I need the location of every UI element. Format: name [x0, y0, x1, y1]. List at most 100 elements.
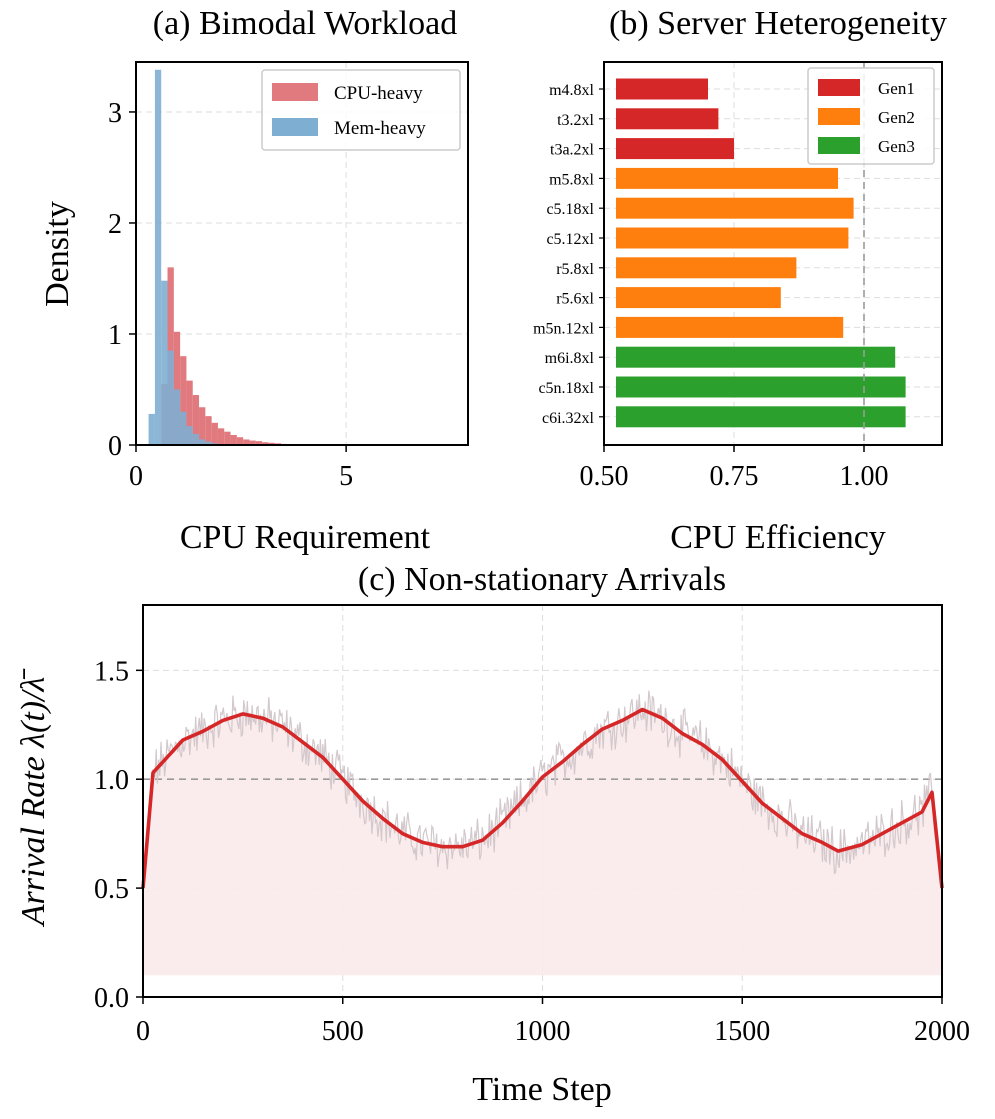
- bar-m5.8xl: [616, 167, 838, 189]
- panel-c-y-ticks: 0.0 0.5 1.0 1.5: [94, 656, 143, 1014]
- category-label: r5.6xl: [556, 291, 594, 308]
- legend-swatch-mem-heavy: [272, 118, 318, 136]
- panel-a-frame: [135, 61, 469, 446]
- legend-swatch-cpu-heavy: [272, 83, 318, 101]
- legend-swatch-gen2: [818, 108, 860, 125]
- category-label: c5.18xl: [546, 201, 594, 218]
- panel-a-legend: CPU-heavy Mem-heavy: [261, 69, 461, 151]
- bar-r5.6xl: [616, 287, 781, 309]
- panel-c-x-label: Time Step: [472, 1071, 612, 1108]
- x-tick-label: 5: [339, 461, 353, 492]
- category-label: t3.2xl: [557, 112, 594, 129]
- legend-label-mem-heavy: Mem-heavy: [334, 118, 426, 139]
- bar-t3a.2xl: [616, 138, 734, 160]
- x-tick-label: 0.75: [710, 461, 759, 492]
- x-tick-label: 0: [136, 1016, 150, 1047]
- panel-a-y-label: Density: [39, 201, 76, 307]
- bar-r5.8xl: [616, 257, 797, 279]
- y-tick-label: 2: [108, 209, 122, 240]
- panel-c: (c) Non-stationary Arrivals 0 500 1000 1500…: [15, 561, 970, 1108]
- hist-bar-mem-heavy: [154, 69, 162, 446]
- bar-m6i.8xl: [616, 346, 896, 368]
- x-tick-label: 0.50: [580, 461, 629, 492]
- bar-c6i.32xl: [616, 406, 906, 428]
- panel-b-x-label: CPU Efficiency: [670, 519, 886, 556]
- legend-label-gen1: Gen1: [878, 79, 915, 98]
- x-tick-label: 1500: [714, 1016, 770, 1047]
- y-tick-label: 1: [108, 320, 122, 351]
- y-tick-label: 1.5: [94, 656, 129, 687]
- panel-c-y-label: Arrival Rate λ(t)/λ̄: [15, 668, 52, 928]
- legend-swatch-gen1: [818, 79, 860, 96]
- x-tick-label: 2000: [914, 1016, 970, 1047]
- category-label: c6i.32xl: [542, 410, 595, 427]
- y-tick-label: 3: [108, 98, 122, 129]
- panel-c-smoothed-series: [141, 707, 944, 889]
- hist-bar-cpu-heavy: [255, 441, 263, 445]
- bar-t3.2xl: [616, 108, 719, 130]
- bar-c5.18xl: [616, 197, 854, 219]
- x-tick-label: 1000: [515, 1016, 571, 1047]
- panel-c-title: (c) Non-stationary Arrivals: [358, 561, 726, 598]
- legend-label-cpu-heavy: CPU-heavy: [334, 83, 423, 104]
- y-tick-label: 0.5: [94, 874, 129, 905]
- hist-bar-cpu-heavy: [192, 395, 200, 445]
- hist-bar-cpu-heavy: [180, 356, 187, 445]
- x-tick-label: 500: [322, 1016, 364, 1047]
- hist-bar-cpu-heavy: [199, 407, 206, 445]
- panel-c-band: [143, 709, 942, 976]
- hist-bar-cpu-heavy: [211, 422, 218, 445]
- hist-bar-mem-heavy: [173, 389, 181, 445]
- hist-bar-cpu-heavy: [249, 440, 256, 445]
- panel-a-x-label: CPU Requirement: [180, 519, 431, 556]
- category-label: m5.8xl: [549, 171, 594, 188]
- panel-b: (b) Server Heterogeneity 0.50 0.75 1.00 m4…: [533, 5, 947, 556]
- hist-bar-cpu-heavy: [262, 442, 269, 445]
- panel-c-x-ticks: 0 500 1000 1500 2000: [136, 997, 970, 1047]
- hist-bar-mem-heavy: [186, 426, 193, 445]
- y-tick-label: 1.0: [94, 765, 129, 796]
- category-label: m6i.8xl: [545, 350, 595, 367]
- panel-a-title: (a) Bimodal Workload: [153, 5, 457, 42]
- panel-b-category-labels: m4.8xl t3.2xl t3a.2xl m5.8xl c5.18xl c5.12xl r…: [533, 82, 604, 427]
- panel-b-x-ticks: 0.50 0.75 1.00: [580, 445, 889, 492]
- hist-bar-mem-heavy: [199, 439, 206, 445]
- hist-bar-cpu-heavy: [243, 439, 250, 445]
- hist-bar-mem-heavy: [180, 411, 187, 445]
- panel-c-raw-series: [142, 690, 942, 889]
- panel-a-bars: [148, 69, 307, 446]
- bar-c5.12xl: [616, 227, 849, 249]
- hist-bar-cpu-heavy: [236, 437, 244, 445]
- bar-m4.8xl: [616, 78, 708, 100]
- hist-bar-cpu-heavy: [217, 428, 225, 445]
- category-label: c5.12xl: [546, 231, 594, 248]
- hist-bar-cpu-heavy: [173, 331, 181, 445]
- panel-b-title: (b) Server Heterogeneity: [609, 5, 947, 42]
- category-label: c5n.18xl: [538, 380, 594, 397]
- hist-bar-mem-heavy: [161, 280, 168, 445]
- hist-bar-mem-heavy: [148, 413, 155, 445]
- hist-bar-mem-heavy: [205, 441, 212, 445]
- legend-label-gen3: Gen3: [878, 137, 915, 156]
- x-tick-label: 0: [129, 461, 143, 492]
- category-label: t3a.2xl: [550, 142, 595, 159]
- x-tick-label: 1.00: [840, 461, 889, 492]
- category-label: r5.8xl: [556, 261, 594, 278]
- y-tick-label: 0: [108, 431, 122, 462]
- legend-swatch-gen3: [818, 137, 860, 154]
- hist-bar-cpu-heavy: [205, 416, 212, 445]
- panel-b-frame: [603, 61, 943, 446]
- panel-a-y-ticks: 0 1 2 3: [108, 98, 136, 462]
- bar-m5n.12xl: [616, 316, 844, 338]
- hist-bar-mem-heavy: [167, 350, 174, 445]
- category-label: m4.8xl: [549, 82, 594, 99]
- hist-bar-mem-heavy: [192, 433, 200, 445]
- y-tick-label: 0.0: [94, 983, 129, 1014]
- panel-b-legend: Gen1 Gen2 Gen3: [807, 67, 935, 165]
- hist-bar-cpu-heavy: [230, 435, 237, 445]
- hist-bar-cpu-heavy: [224, 431, 231, 445]
- panel-b-bars: [616, 78, 906, 428]
